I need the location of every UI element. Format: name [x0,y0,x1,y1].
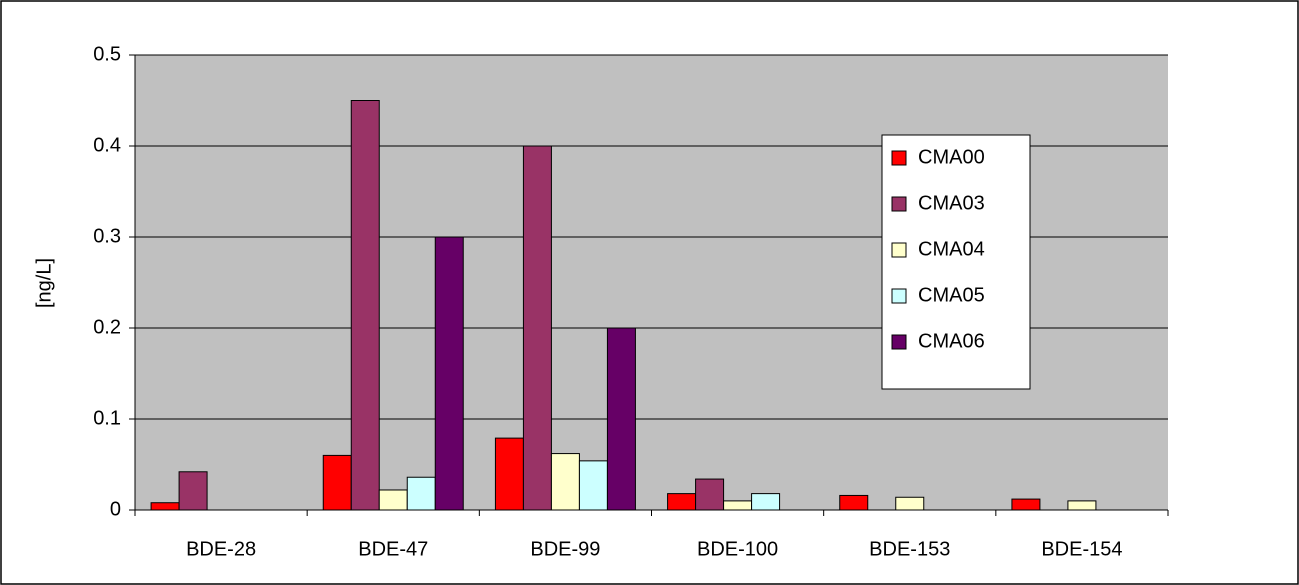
bar [723,500,753,511]
bar [522,145,552,511]
y-tick-label: 0.1 [93,407,121,429]
bar [578,460,608,511]
bar [751,493,781,511]
bar [895,496,925,511]
legend-swatch [891,150,907,166]
bar [494,437,524,511]
bar [150,502,180,511]
x-tick-label: BDE-154 [1041,538,1122,560]
bar [178,471,208,511]
bar [839,494,869,511]
bar [1067,500,1097,511]
legend-swatch [891,288,907,304]
legend-label: CMA05 [918,284,985,306]
legend-swatch [891,242,907,258]
legend-label: CMA03 [918,192,985,214]
bar [695,478,725,511]
bar [1011,498,1041,511]
bar [550,453,580,511]
y-axis-label: [ng/L] [33,258,55,308]
legend-swatch [891,334,907,350]
y-tick-label: 0 [110,498,121,520]
x-tick-label: BDE-28 [186,538,256,560]
legend-label: CMA00 [918,146,985,168]
x-tick-label: BDE-100 [697,538,778,560]
y-tick-label: 0.5 [93,43,121,65]
x-tick-label: BDE-99 [530,538,600,560]
y-tick-label: 0.4 [93,134,121,156]
bar [406,476,436,511]
bar [667,493,697,511]
y-tick-label: 0.2 [93,316,121,338]
x-tick-label: BDE-153 [869,538,950,560]
legend-label: CMA06 [918,330,985,352]
legend-swatch [891,196,907,212]
bar [434,236,464,511]
legend-label: CMA04 [918,238,985,260]
bar [350,100,380,511]
y-tick-label: 0.3 [93,225,121,247]
bar [322,454,352,511]
bar [606,327,636,511]
legend-box [881,134,1031,390]
x-tick-label: BDE-47 [358,538,428,560]
bar [378,489,408,511]
